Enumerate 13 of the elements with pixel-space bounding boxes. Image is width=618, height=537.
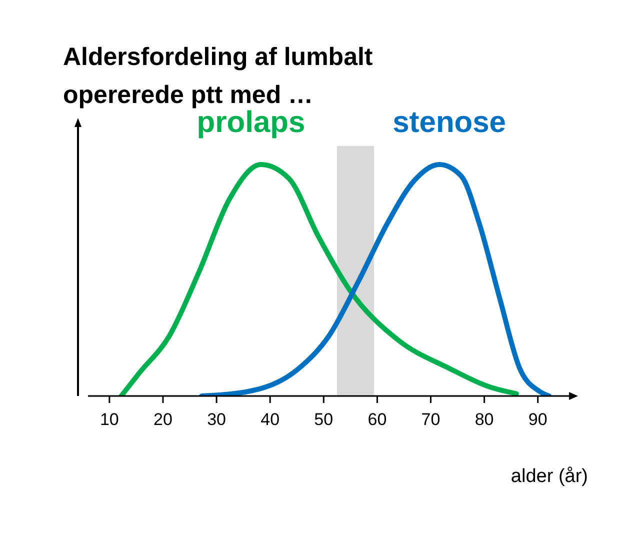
x-tick-label: 90 bbox=[528, 410, 548, 430]
x-tick-label: 20 bbox=[154, 410, 172, 430]
x-tick-label: 40 bbox=[260, 410, 280, 430]
x-tick-label: 70 bbox=[421, 410, 440, 430]
x-axis-title: alder (år) bbox=[510, 466, 588, 488]
chart-title: Aldersfordeling af lumbalt opererede ptt med … bbox=[63, 43, 373, 109]
x-tick-label: 50 bbox=[314, 410, 334, 430]
x-tick-label: 30 bbox=[207, 410, 226, 430]
x-tick-label: 60 bbox=[368, 410, 387, 430]
series-label: prolaps bbox=[196, 106, 306, 140]
x-tick-label: 80 bbox=[474, 410, 494, 430]
series-label: stenose bbox=[392, 106, 507, 140]
x-tick-label: 10 bbox=[100, 410, 119, 430]
